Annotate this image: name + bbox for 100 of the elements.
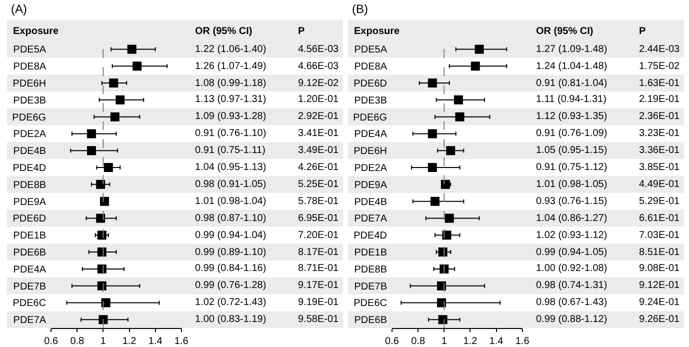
- x-tick-label: 1: [441, 336, 448, 347]
- data-label: 0.99 (0.76-1.28): [195, 280, 266, 291]
- y-tick-label: PDE6C: [12, 298, 46, 310]
- text: 9.24E-01: [639, 297, 680, 308]
- y-tick-label: PDE7B: [13, 281, 46, 292]
- point: [86, 146, 96, 156]
- y-tick-label: PDE5A: [354, 44, 388, 56]
- data-label: 0.91 (0.75-1.11): [195, 145, 266, 156]
- y-tick-label: PDE5A: [13, 44, 46, 56]
- data-label: 0.91 (0.76-1.10): [195, 128, 266, 139]
- data-label: 1.11 (0.94-1.31): [536, 94, 606, 105]
- data-label: 1.24 (1.04-1.48): [536, 61, 608, 72]
- data-label: 0.99 (0.84-1.16): [195, 263, 266, 274]
- point: [438, 315, 448, 324]
- y-tick-label: PDE6H: [354, 146, 388, 158]
- data-label: 1.02 (0.93-1.12): [536, 230, 608, 241]
- data-label: 1.22 (1.06-1.40): [195, 44, 266, 55]
- y-tick-label: PDE9A: [13, 196, 46, 208]
- point: [454, 95, 463, 104]
- data-label: 0.93 (0.76-1.15): [536, 196, 608, 207]
- point: [98, 315, 108, 324]
- data-label: 0.99 (0.94-1.04): [195, 230, 266, 241]
- x-tick-label: 0.6: [44, 336, 58, 347]
- text: P: [639, 26, 646, 37]
- x-tick-label: 1.4: [489, 336, 504, 347]
- point: [96, 214, 106, 223]
- y-tick-label: PDE6G: [353, 112, 388, 124]
- point: [110, 112, 120, 122]
- y-tick-label: PDE2A: [354, 163, 388, 174]
- text: 4.56E-03: [298, 44, 340, 55]
- point: [116, 95, 125, 104]
- chart-title: (A): [11, 2, 27, 16]
- x-tick-label: 1.2: [463, 336, 478, 347]
- point: [437, 281, 446, 290]
- data-label: 1.27 (1.09-1.48): [536, 44, 608, 55]
- y-tick-label: PDE6D: [12, 214, 46, 225]
- point: [428, 163, 437, 172]
- y-tick-label: PDE6D: [354, 78, 388, 90]
- x-tick-label: 1.6: [174, 336, 189, 347]
- y-tick-label: PDE8B: [13, 180, 46, 191]
- x-tick-label: 1.6: [515, 336, 530, 347]
- text: 3.41E-01: [298, 128, 340, 139]
- data-label: 1.01 (0.98-1.05): [536, 179, 608, 190]
- data-label: 1.01 (0.98-1.04): [195, 196, 266, 207]
- data-label: 1.13 (0.97-1.31): [195, 94, 266, 105]
- text: 2.19E-01: [639, 94, 680, 105]
- text: 2.92E-01: [298, 111, 340, 122]
- text: 3.23E-01: [639, 128, 680, 139]
- y-tick-label: PDE6H: [12, 78, 46, 90]
- data-label: 1.00 (0.92-1.08): [536, 263, 608, 274]
- y-tick-label: PDE3B: [13, 95, 46, 106]
- text: 5.29E-01: [639, 196, 680, 207]
- data-label: 1.05 (0.95-1.15): [536, 145, 608, 156]
- data-label: 1.04 (0.95-1.13): [195, 162, 266, 173]
- text: 6.61E-01: [639, 213, 680, 224]
- y-tick-label: PDE8A: [13, 62, 46, 73]
- y-tick-label: PDE4D: [12, 163, 46, 174]
- text: 3.85E-01: [639, 162, 680, 173]
- text: OR (95% CI): [536, 26, 594, 37]
- x-tick-label: 0.8: [70, 336, 85, 347]
- text: 8.71E-01: [298, 263, 340, 274]
- data-label: 1.12 (0.93-1.35): [536, 111, 608, 122]
- y-tick-label: PDE2A: [13, 129, 46, 140]
- text: 7.03E-01: [639, 230, 680, 241]
- y-tick-label: PDE6B: [354, 315, 388, 326]
- text: 1.75E-02: [639, 61, 680, 72]
- text: 6.95E-01: [298, 213, 340, 224]
- text: 5.78E-01: [298, 196, 340, 207]
- text: 9.17E-01: [298, 280, 340, 291]
- data-label: 0.98 (0.87-1.10): [195, 213, 266, 224]
- point: [430, 196, 440, 206]
- y-tick-label: PDE7B: [354, 281, 388, 292]
- text: 1.20E-01: [298, 94, 340, 105]
- text: 4.49E-01: [639, 179, 680, 190]
- point: [428, 78, 437, 88]
- data-label: 0.91 (0.76-1.09): [536, 128, 608, 139]
- data-label: 1.09 (0.93-1.28): [195, 111, 266, 122]
- y-axis-title: Exposure: [354, 26, 400, 37]
- data-label: 1.08 (0.99-1.18): [195, 78, 266, 89]
- x-tick-label: 1.2: [122, 336, 137, 347]
- text: 5.25E-01: [298, 179, 340, 190]
- text: OR (95% CI): [195, 26, 252, 37]
- y-tick-label: PDE4B: [13, 146, 46, 158]
- y-tick-label: PDE1B: [354, 248, 388, 259]
- point: [437, 298, 446, 308]
- text: 9.26E-01: [639, 314, 680, 325]
- point: [444, 214, 454, 223]
- y-tick-label: PDE8A: [354, 62, 388, 73]
- point: [86, 129, 96, 138]
- point: [97, 281, 106, 290]
- text: 9.12E-01: [639, 280, 680, 291]
- y-tick-label: PDE4A: [13, 264, 46, 276]
- point: [132, 62, 142, 71]
- point: [104, 163, 113, 172]
- point: [474, 44, 484, 54]
- point: [97, 230, 106, 240]
- y-tick-label: PDE7A: [13, 315, 46, 326]
- point: [455, 112, 464, 122]
- y-tick-label: PDE6C: [354, 298, 388, 310]
- text: 9.12E-02: [298, 78, 340, 89]
